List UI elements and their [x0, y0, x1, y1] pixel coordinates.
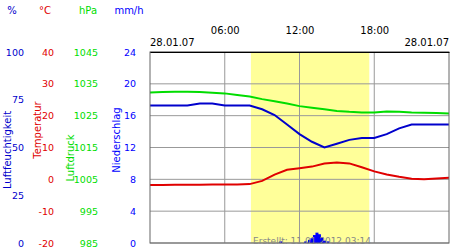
x-tick: 12:00 [286, 25, 315, 52]
y-tick-label: 25 [12, 190, 24, 201]
y-tick-label: 1045 [74, 47, 98, 58]
y-tick-label: 1015 [74, 142, 98, 153]
y-tick-label: 24 [124, 47, 136, 58]
y-tick-label: 0 [130, 238, 136, 249]
y-tick: 4 [130, 206, 136, 217]
y-tick-label: 100 [6, 47, 24, 58]
y-axis-unit: °C [39, 5, 51, 16]
y-tick: 1035 [74, 78, 98, 89]
y-axis-title: Temperatur [32, 100, 43, 159]
y-tick-label: 20 [42, 110, 54, 121]
y-axis-title: Luftdruck [65, 134, 76, 181]
y-tick-label: 0 [18, 238, 24, 249]
y-axis: 0 4 8 12 16 20 24 [124, 47, 137, 249]
y-tick-label: 1035 [74, 78, 98, 89]
y-tick: 1015 [74, 142, 98, 153]
y-tick: -10 [38, 206, 54, 217]
y-tick-label: 50 [12, 142, 24, 153]
plot-background [150, 52, 449, 243]
y-tick-label: 16 [124, 110, 136, 121]
y-axis-unit: hPa [79, 5, 97, 16]
grid-line-y [150, 83, 449, 84]
y-tick: 12 [124, 142, 136, 153]
x-tick: 18:00 [360, 25, 389, 52]
y-tick: 1025 [74, 110, 98, 121]
series-line [150, 104, 449, 148]
y-tick-label: 30 [42, 78, 54, 89]
x-axis: 06:00 12:00 18:00 [151, 25, 450, 53]
y-tick: 0 [18, 238, 24, 249]
y-tick: 40 [42, 47, 54, 58]
y-tick-label: 8 [130, 174, 136, 185]
y-tick-label: 10 [42, 142, 54, 153]
y-tick-label: 40 [42, 47, 54, 58]
series-line [150, 162, 449, 185]
y-axis-line [98, 53, 99, 244]
y-tick: 0 [130, 238, 136, 249]
y-axis-line [54, 53, 55, 244]
x-tick-label: 12:00 [286, 25, 315, 36]
y-axis-title: Luftfeuchtigkeit [2, 111, 13, 189]
y-tick: 10 [42, 142, 54, 153]
y-axis: 985 995 1005 1015 1025 1035 1045 [74, 47, 99, 249]
y-tick: 985 [80, 238, 98, 249]
grid [150, 52, 449, 243]
series-line [150, 92, 449, 114]
plot-frame [150, 52, 449, 243]
y-tick: 75 [12, 94, 24, 105]
y-tick-label: -20 [38, 238, 54, 249]
y-tick: 8 [130, 174, 136, 185]
x-tick-label: 06:00 [211, 25, 240, 36]
grid-line-y [150, 179, 449, 180]
date-start: 28.01.07 [150, 37, 195, 48]
y-axis-unit: % [7, 5, 17, 16]
y-tick-label: 4 [130, 206, 136, 217]
chart: 06:00 12:00 18:00 28.01.07 28.01.07 0 25 50 75 10… [0, 0, 450, 250]
x-tick: 06:00 [211, 25, 240, 52]
y-tick-label: 75 [12, 94, 24, 105]
y-tick: 30 [42, 78, 54, 89]
y-axis-line [136, 53, 137, 244]
y-tick-label: 985 [80, 238, 98, 249]
y-axis-title: Niederschlag [111, 107, 122, 172]
y-tick-label: 12 [124, 142, 136, 153]
marks [150, 92, 449, 243]
date-end: 28.01.07 [404, 37, 449, 48]
y-tick: 50 [12, 142, 24, 153]
x-axis-line [151, 52, 450, 53]
footer: Erstellt: 11.01.2012 03:14 [253, 236, 371, 246]
y-tick-label: 20 [124, 78, 136, 89]
y-tick: 0 [48, 174, 54, 185]
y-tick: 1005 [74, 174, 98, 185]
y-tick: 25 [12, 190, 24, 201]
y-tick: 16 [124, 110, 136, 121]
grid-line-y [150, 115, 449, 116]
y-tick-label: 1005 [74, 174, 98, 185]
grid-line-y [150, 147, 449, 148]
y-tick: 995 [80, 206, 98, 217]
y-tick: 20 [124, 78, 136, 89]
y-axis-line [24, 53, 25, 244]
grid-line-y [150, 211, 449, 212]
y-tick-label: 995 [80, 206, 98, 217]
y-tick-label: -10 [38, 206, 54, 217]
x-tick-label: 18:00 [360, 25, 389, 36]
y-axis-unit: mm/h [114, 5, 143, 16]
y-tick: 24 [124, 47, 136, 58]
y-tick: 1045 [74, 47, 98, 58]
y-tick-label: 1025 [74, 110, 98, 121]
y-tick-label: 0 [48, 174, 54, 185]
y-tick: 20 [42, 110, 54, 121]
y-tick: 100 [6, 47, 24, 58]
y-tick: -20 [38, 238, 54, 249]
